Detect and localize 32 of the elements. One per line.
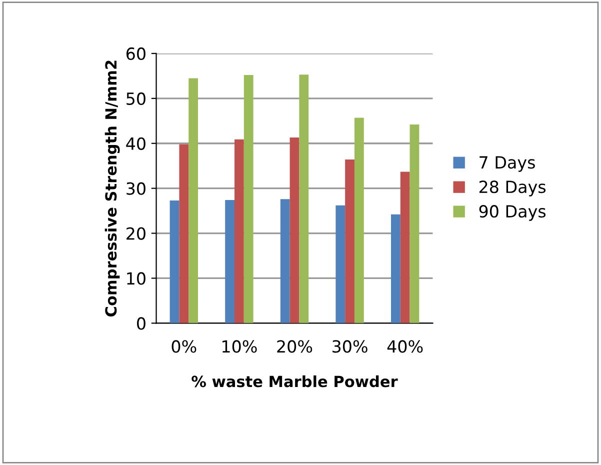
bar	[234, 139, 244, 324]
bar	[400, 172, 410, 324]
y-tick-label: 20	[126, 227, 146, 240]
bar	[290, 138, 300, 324]
bar	[280, 199, 290, 324]
bar	[345, 160, 354, 324]
x-axis-title: % waste Marble Powder	[192, 375, 398, 388]
x-tick-label: 20%	[277, 340, 312, 353]
x-tick-label: 10%	[222, 340, 257, 353]
bar	[390, 214, 400, 324]
bar	[188, 78, 198, 324]
bar	[225, 200, 234, 324]
y-tick-label: 30	[126, 182, 146, 195]
y-tick-label: 10	[127, 272, 146, 285]
bar	[244, 75, 254, 324]
y-tick-label: 40	[126, 137, 146, 150]
bar	[336, 205, 346, 324]
bar	[170, 200, 180, 324]
y-tick-label: 50	[126, 92, 146, 105]
x-tick-label: 0%	[172, 340, 196, 353]
y-axis-title: Compressive Strength N/mm2	[104, 60, 120, 316]
bar	[410, 124, 420, 324]
x-tick-label: 30%	[332, 340, 368, 353]
legend-label: 28 Days	[479, 180, 546, 196]
bar	[179, 144, 189, 324]
bar	[299, 74, 309, 324]
bar	[354, 118, 364, 324]
legend-label: 7 Days	[480, 156, 535, 172]
x-tick-label: 40%	[387, 340, 423, 353]
legend-label: 90 Days	[479, 205, 546, 221]
y-tick-label: 60	[126, 47, 146, 60]
y-tick-label: 0	[137, 317, 146, 330]
